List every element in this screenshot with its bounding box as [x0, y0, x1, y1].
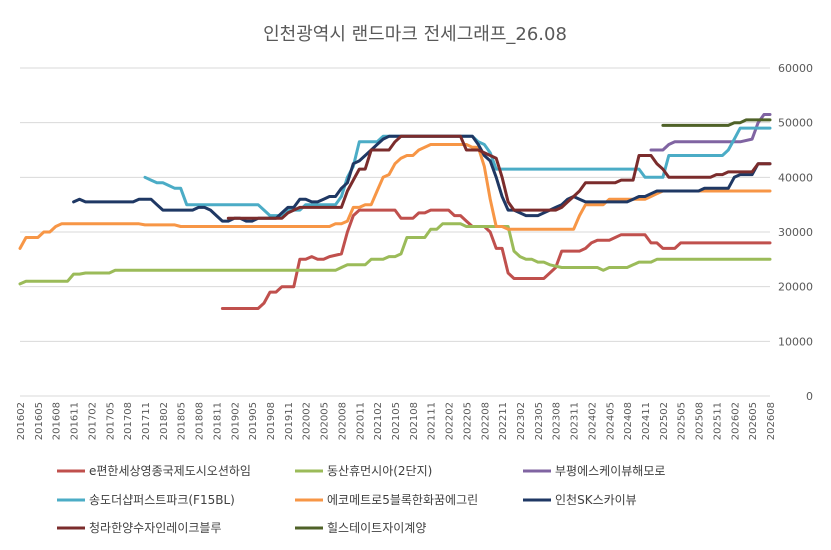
legend-item: 송도더샵퍼스트파크(F15BL): [57, 493, 235, 507]
legend-item: 힐스테이트자이계양: [295, 521, 426, 535]
x-tick-label: 202305: [534, 402, 545, 440]
x-tick-label: 201908: [266, 402, 277, 440]
x-tick-label: 201902: [230, 402, 241, 440]
legend-label: 송도더샵퍼스트파크(F15BL): [89, 493, 235, 507]
x-tick-label: 202511: [712, 402, 723, 440]
x-tick-label: 202005: [320, 402, 331, 440]
legend-label: 청라한양수자인레이크블루: [89, 521, 221, 535]
legend: e편한세상영종국제도시오션하임 동산휴먼시아(2단지) 부평에스케이뷰해모로송도더샵…: [57, 464, 665, 535]
series-lines: [18, 113, 772, 310]
x-tick-label: 202205: [462, 402, 473, 440]
x-tick-label: 202602: [730, 402, 741, 440]
x-tick-label: 201602: [16, 402, 27, 440]
legend-item: 인천SK스카이뷰: [523, 492, 637, 507]
x-tick-label: 202002: [302, 402, 313, 440]
legend-label: 힐스테이트자이계양: [327, 521, 426, 535]
legend-item: 부평에스케이뷰해모로: [523, 464, 665, 478]
x-tick-label: 202605: [748, 402, 759, 440]
x-tick-label: 202502: [659, 402, 670, 440]
y-axis-ticks: 0 10000 20000 30000 40000 50000 60000: [778, 62, 813, 403]
x-tick-label: 201911: [284, 402, 295, 440]
x-axis-ticks: 201602 201605 201608 201611 201702 201705 2017…: [16, 402, 777, 440]
y-tick-label: 20000: [778, 281, 813, 294]
x-tick-label: 202105: [391, 402, 402, 440]
y-tick-label: 40000: [778, 171, 813, 184]
x-tick-label: 202102: [373, 402, 384, 440]
series-line-4: [143, 126, 772, 218]
x-tick-label: 202311: [570, 402, 581, 440]
legend-item: e편한세상영종국제도시오션하임: [57, 464, 251, 478]
x-tick-label: 202505: [677, 402, 688, 440]
x-tick-label: 202405: [605, 402, 616, 440]
gridlines: [20, 67, 770, 397]
legend-label: 동산휴먼시아(2단지): [327, 464, 432, 478]
x-tick-label: 201702: [87, 402, 98, 440]
series-line-5: [18, 143, 772, 250]
x-tick-label: 202408: [623, 402, 634, 440]
x-tick-label: 202302: [516, 402, 527, 440]
series-line-1: [220, 208, 772, 310]
x-tick-label: 202011: [355, 402, 366, 440]
x-tick-label: 202211: [498, 402, 509, 440]
legend-item: 동산휴먼시아(2단지): [295, 464, 432, 478]
x-tick-label: 201605: [34, 402, 45, 440]
y-tick-label: 50000: [778, 117, 813, 130]
x-tick-label: 202308: [552, 402, 563, 440]
chart-title: 인천광역시 랜드마크 전세그래프_26.08: [263, 24, 567, 45]
x-tick-label: 201608: [52, 402, 63, 440]
x-tick-label: 202411: [641, 402, 652, 440]
x-tick-label: 202508: [695, 402, 706, 440]
legend-label: 부평에스케이뷰해모로: [555, 464, 665, 478]
x-tick-label: 201611: [70, 402, 81, 440]
legend-label: 인천SK스카이뷰: [555, 492, 637, 507]
x-tick-label: 202202: [445, 402, 456, 440]
x-tick-label: 201708: [123, 402, 134, 440]
y-tick-label: 0: [806, 390, 813, 403]
y-tick-label: 30000: [778, 226, 813, 239]
series-line-3: [649, 113, 772, 152]
x-tick-label: 201805: [177, 402, 188, 440]
x-tick-label: 201705: [105, 402, 116, 440]
x-tick-label: 201711: [141, 402, 152, 440]
x-tick-label: 201905: [248, 402, 259, 440]
legend-label: e편한세상영종국제도시오션하임: [89, 464, 251, 478]
series-line-7: [226, 134, 772, 220]
x-tick-label: 201811: [212, 402, 223, 440]
series-line-8: [661, 118, 772, 127]
x-tick-label: 202008: [337, 402, 348, 440]
x-tick-label: 202111: [427, 402, 438, 440]
series-line-2: [18, 222, 772, 286]
x-tick-label: 202608: [766, 402, 777, 440]
y-tick-label: 10000: [778, 335, 813, 348]
legend-label: 에코메트로5블록한화꿈에그린: [327, 493, 478, 507]
x-tick-label: 201808: [195, 402, 206, 440]
x-tick-label: 201802: [159, 402, 170, 440]
x-tick-label: 202402: [587, 402, 598, 440]
x-tick-label: 202208: [480, 402, 491, 440]
y-tick-label: 60000: [778, 62, 813, 75]
x-tick-label: 202108: [409, 402, 420, 440]
legend-item: 에코메트로5블록한화꿈에그린: [295, 493, 478, 507]
legend-item: 청라한양수자인레이크블루: [57, 521, 221, 535]
